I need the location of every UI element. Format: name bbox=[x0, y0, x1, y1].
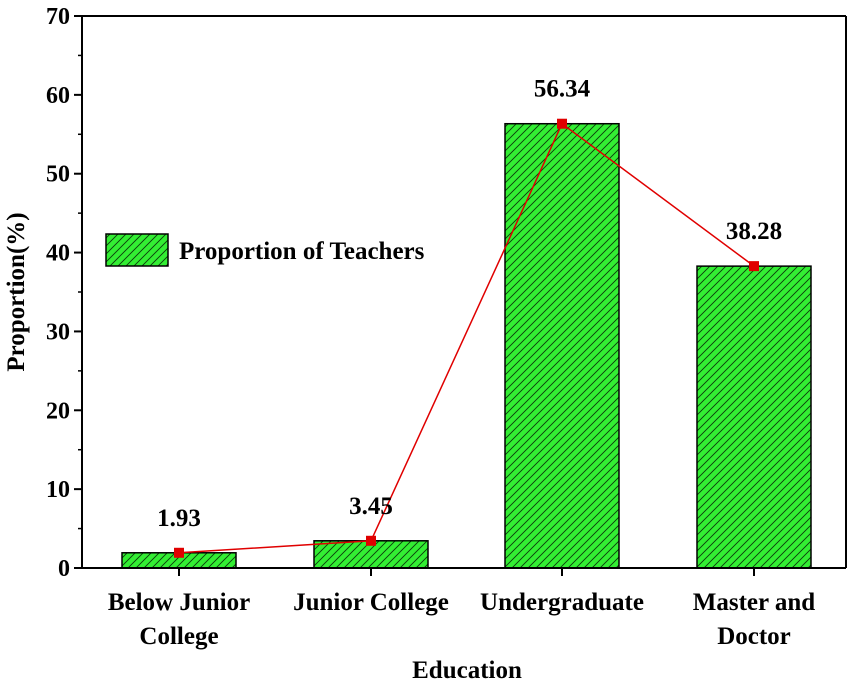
x-tick-label: Junior College bbox=[293, 589, 449, 616]
y-tick-label: 0 bbox=[58, 556, 70, 582]
x-tick-label-line: Master and bbox=[693, 589, 816, 616]
line-marker bbox=[749, 261, 759, 272]
y-tick-label: 30 bbox=[46, 319, 70, 345]
x-tick-label-line: Undergraduate bbox=[480, 589, 644, 616]
x-tick-label: Below Junior College bbox=[108, 589, 250, 650]
legend-label: Proportion of Teachers bbox=[179, 238, 425, 265]
x-axis-title: Education bbox=[412, 657, 522, 684]
x-tick-label-line: Doctor bbox=[717, 623, 791, 650]
y-axis-title: Proportion(%) bbox=[3, 212, 30, 371]
line-marker bbox=[366, 535, 376, 546]
data-label: 38.28 bbox=[726, 218, 782, 245]
data-label: 3.45 bbox=[349, 493, 393, 520]
y-tick-label: 10 bbox=[46, 477, 70, 503]
bar bbox=[696, 265, 812, 569]
y-tick-label: 60 bbox=[46, 83, 70, 109]
line-marker bbox=[557, 118, 567, 129]
y-tick-label: 40 bbox=[46, 241, 70, 267]
legend: Proportion of Teachers bbox=[105, 233, 425, 267]
x-tick-label-line: Below Junior bbox=[108, 589, 250, 616]
trend-line bbox=[178, 122, 755, 554]
x-tick-label: Undergraduate bbox=[480, 589, 644, 616]
x-tick-label-line: Junior College bbox=[293, 589, 449, 616]
y-tick-label: 20 bbox=[46, 398, 70, 424]
data-label: 1.93 bbox=[157, 505, 201, 532]
y-tick-label: 50 bbox=[46, 162, 70, 188]
x-tick-label-line: College bbox=[139, 623, 218, 650]
bar bbox=[504, 122, 620, 569]
y-tick-label: 70 bbox=[46, 4, 70, 30]
data-label: 56.34 bbox=[534, 76, 591, 103]
line-marker bbox=[174, 547, 184, 558]
x-tick-label: Master and Doctor bbox=[693, 589, 816, 650]
legend-swatch bbox=[105, 233, 169, 267]
